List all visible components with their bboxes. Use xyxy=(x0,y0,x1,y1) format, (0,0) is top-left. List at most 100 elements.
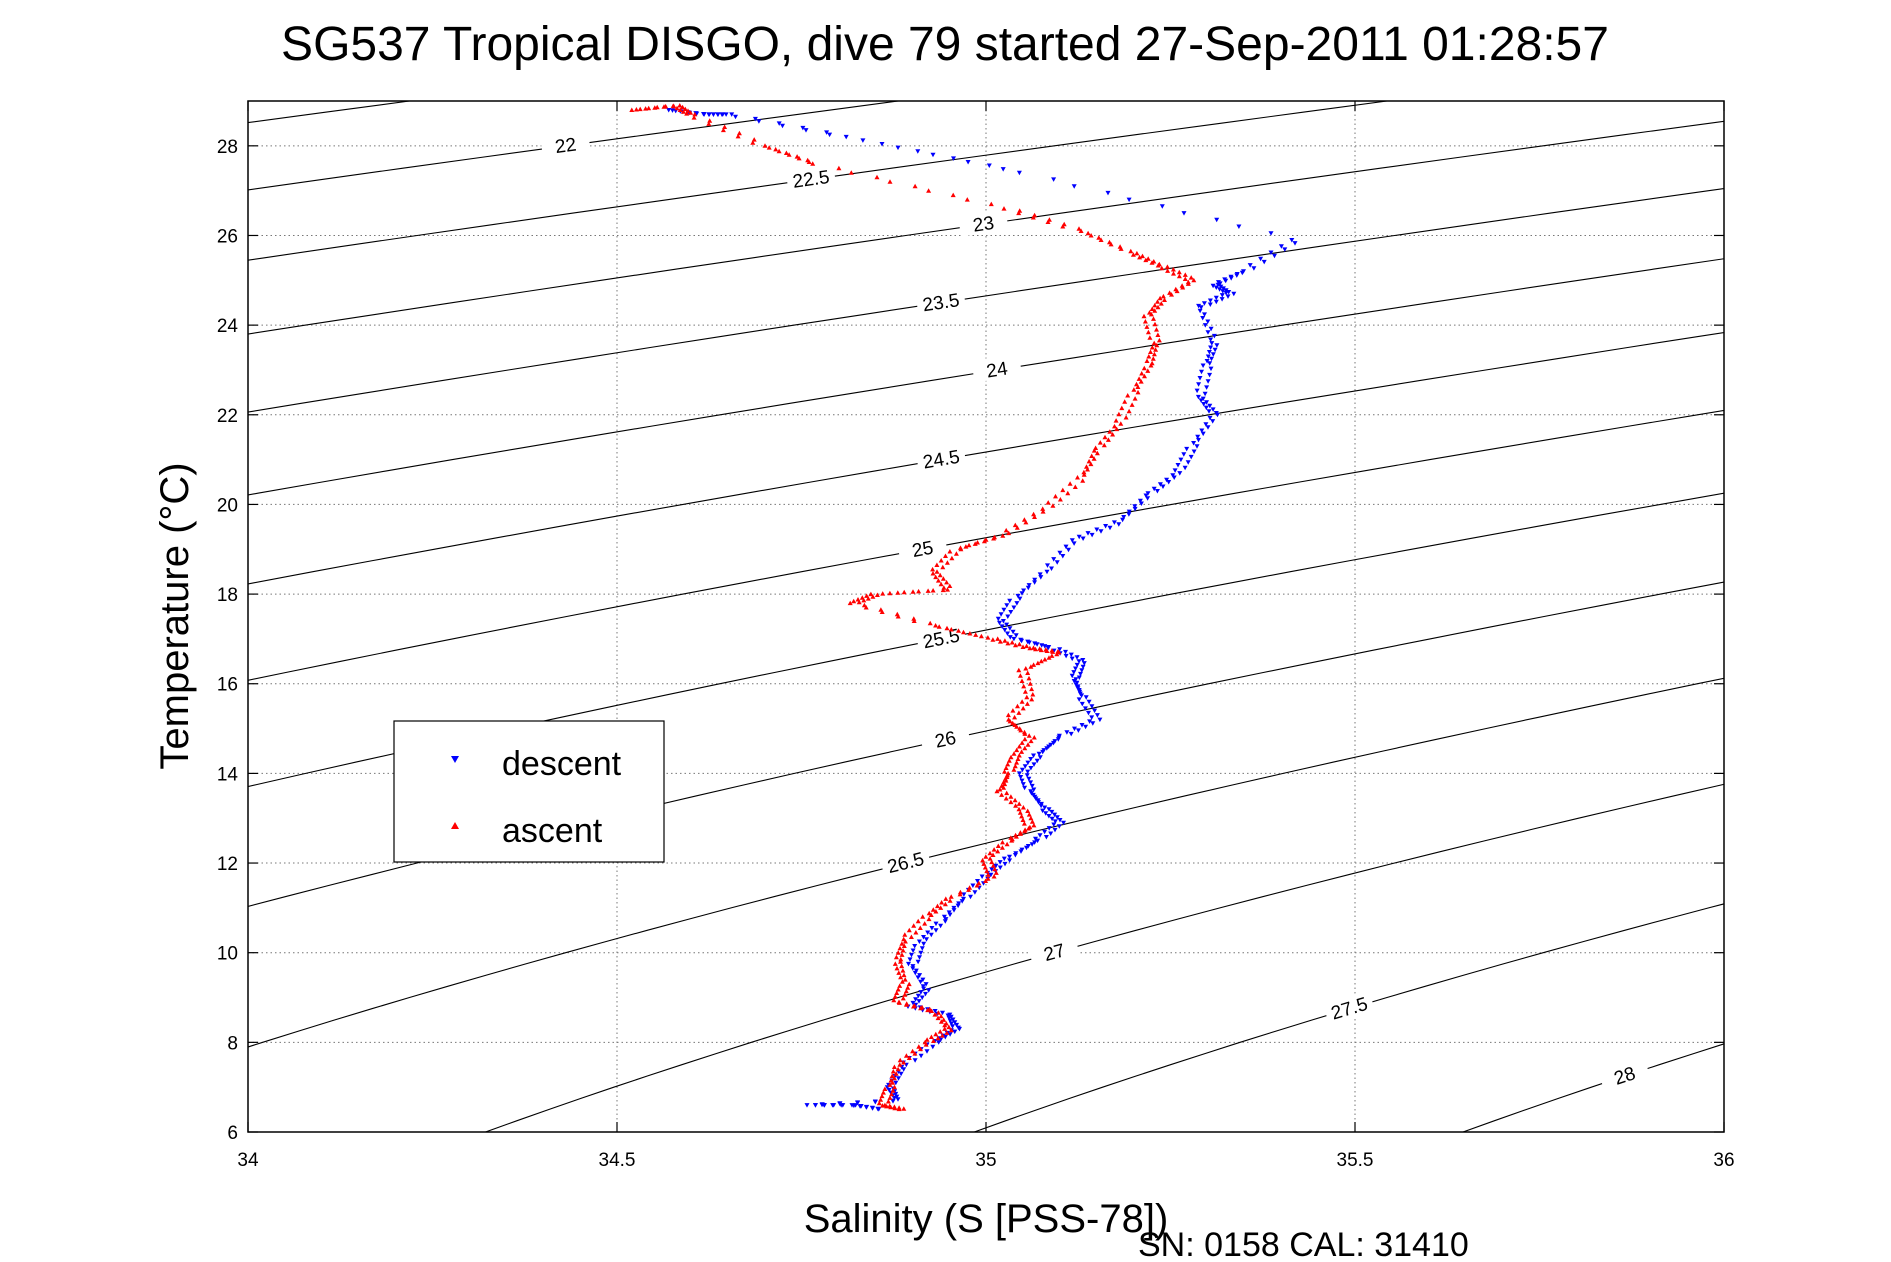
ascent-point xyxy=(916,588,922,594)
ascent-point xyxy=(911,923,917,928)
contour-label-group: 28 xyxy=(1597,1056,1651,1093)
ascent-point xyxy=(902,977,908,982)
ascent-point xyxy=(938,1013,944,1019)
descent-point xyxy=(1126,197,1132,203)
ascent-point xyxy=(898,959,903,964)
descent-point xyxy=(1213,295,1219,301)
ascent-point xyxy=(943,896,949,901)
ascent-point xyxy=(892,1084,897,1090)
ascent-point xyxy=(935,1035,941,1041)
legend-descent-marker xyxy=(451,756,459,763)
descent-point xyxy=(1204,385,1210,390)
ascent-point xyxy=(1141,313,1147,319)
descent-point xyxy=(1051,557,1057,562)
descent-point xyxy=(1022,785,1028,791)
ascent-point xyxy=(1139,371,1145,376)
ascent-point xyxy=(944,579,950,585)
descent-point xyxy=(1080,658,1086,663)
descent-point xyxy=(1126,509,1132,515)
ascent-point xyxy=(1123,415,1129,420)
descent-point xyxy=(1218,284,1224,290)
descent-point xyxy=(913,997,919,1002)
ascent-point xyxy=(897,945,903,951)
ascent-point xyxy=(939,900,945,905)
descent-point xyxy=(1210,283,1216,289)
descent-point xyxy=(1132,506,1138,512)
descent-point xyxy=(1207,403,1213,409)
ascent-point xyxy=(902,932,908,937)
ascent-point xyxy=(1003,765,1009,770)
ascent-point xyxy=(865,596,871,601)
ascent-point xyxy=(915,918,921,924)
descent-point xyxy=(1202,391,1208,397)
ascent-point xyxy=(974,883,980,888)
ascent-point xyxy=(880,1090,886,1095)
contour-label-group: 24 xyxy=(971,353,1023,383)
ascent-point xyxy=(786,152,792,157)
ascent-point xyxy=(1014,525,1020,530)
ascent-point xyxy=(1025,742,1031,747)
ascent-point xyxy=(1169,292,1174,297)
footer-serial-cal: SN: 0158 CAL: 31410 xyxy=(1138,1226,1469,1262)
ascent-point xyxy=(995,843,1001,848)
ascent-point xyxy=(1016,801,1022,806)
ascent-point xyxy=(1096,235,1102,240)
ascent-point xyxy=(1024,701,1030,706)
descent-point xyxy=(917,973,923,978)
descent-point xyxy=(1261,259,1267,265)
descent-point xyxy=(919,946,925,951)
ascent-point xyxy=(890,1069,896,1074)
descent-point xyxy=(1116,522,1122,527)
descent-point xyxy=(803,128,809,133)
ascent-point xyxy=(1026,733,1032,738)
ascent-point xyxy=(876,1100,882,1106)
ascent-point xyxy=(677,107,683,112)
ascent-point xyxy=(1170,267,1176,272)
ascent-point xyxy=(892,961,898,966)
descent-point xyxy=(918,950,924,956)
descent-point xyxy=(1060,554,1066,559)
descent-point xyxy=(1063,653,1069,659)
descent-point xyxy=(1145,491,1151,496)
descent-point xyxy=(921,941,927,947)
descent-point xyxy=(1213,299,1219,305)
ascent-point xyxy=(1065,490,1071,496)
ascent-point xyxy=(1114,426,1120,432)
descent-point xyxy=(1061,820,1066,826)
ascent-point xyxy=(961,629,966,635)
descent-point xyxy=(1068,652,1074,658)
descent-point xyxy=(1021,588,1027,593)
y-axis-title: Temperature (°C) xyxy=(153,462,197,769)
descent-point xyxy=(1223,290,1229,296)
descent-point xyxy=(1188,454,1194,460)
ascent-point xyxy=(1091,456,1097,461)
ascent-point xyxy=(1003,527,1009,533)
ascent-point xyxy=(900,995,906,1001)
descent-point xyxy=(723,112,729,117)
descent-point xyxy=(1208,326,1214,332)
ascent-point xyxy=(1002,781,1008,787)
ascent-point xyxy=(1180,285,1186,290)
ascent-point xyxy=(933,1031,939,1037)
contour-label-bg xyxy=(1027,933,1080,968)
descent-point xyxy=(933,928,939,933)
ascent-point xyxy=(947,549,953,554)
descent-point xyxy=(1034,642,1040,647)
descent-point xyxy=(1138,501,1144,506)
ascent-point xyxy=(1019,678,1025,683)
ascent-point xyxy=(988,201,994,207)
ascent-point xyxy=(1085,467,1090,472)
descent-point xyxy=(947,1018,953,1024)
ascent-point xyxy=(990,852,996,857)
descent-point xyxy=(780,123,785,129)
ascent-point xyxy=(901,972,907,978)
ascent-point xyxy=(1131,387,1137,392)
ascent-point xyxy=(948,1027,954,1033)
descent-point xyxy=(1074,655,1080,660)
descent-point xyxy=(1028,766,1034,771)
chart-title: SG537 Tropical DISGO, dive 79 started 27… xyxy=(281,18,1609,71)
ascent-point xyxy=(985,876,991,881)
descent-point xyxy=(1210,419,1216,424)
ascent-point xyxy=(957,891,963,897)
